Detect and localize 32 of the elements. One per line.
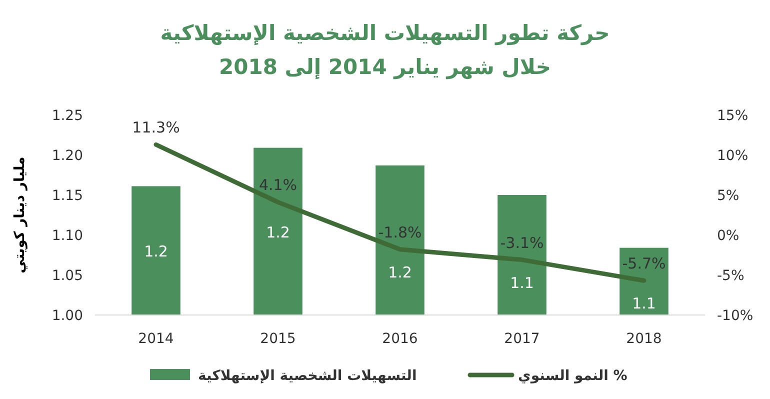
y2-tick-label: 0% [717, 228, 740, 244]
data-label: -3.1% [500, 234, 544, 252]
data-label: 1.2 [388, 263, 412, 282]
data-label: -1.8% [378, 223, 422, 242]
legend-label: % النمو السنوي [518, 368, 628, 384]
y-tick-label: 1.00 [52, 308, 83, 324]
x-tick-label: 2016 [382, 331, 418, 347]
y-tick-label: 1.15 [52, 188, 83, 204]
y-tick-label: 1.20 [52, 148, 83, 164]
y-tick-label: 1.05 [52, 268, 83, 284]
y-tick-label: 1.25 [52, 108, 83, 124]
data-label: 4.1% [258, 176, 298, 194]
data-label: 1.1 [510, 274, 534, 292]
x-tick-label: 2015 [260, 331, 296, 347]
data-label: 1.2 [266, 223, 290, 242]
data-label: 1.1 [632, 294, 656, 313]
data-label: -5.7% [622, 254, 666, 273]
x-tick-label: 2018 [626, 331, 662, 347]
y2-tick-label: -10% [717, 308, 754, 324]
y-tick-label: 1.10 [52, 228, 83, 244]
y2-tick-label: 10% [717, 148, 748, 164]
y-axis-title: مليار دينار كويتي [12, 156, 28, 274]
y2-tick-label: -5% [717, 268, 744, 284]
x-tick-label: 2014 [138, 331, 174, 347]
data-label: 11.3% [132, 118, 180, 137]
y2-tick-label: 15% [717, 108, 748, 124]
x-tick-label: 2017 [504, 331, 540, 347]
chart-title: حركة تطور التسهيلات الشخصية الإستهلاكية [160, 21, 610, 46]
y2-tick-label: 5% [717, 188, 740, 204]
data-label: 1.2 [144, 242, 168, 261]
legend-label: التسهيلات الشخصية الإستهلاكية [198, 368, 417, 384]
chart-subtitle: خلال شهر يناير 2014 إلى 2018 [219, 55, 551, 80]
